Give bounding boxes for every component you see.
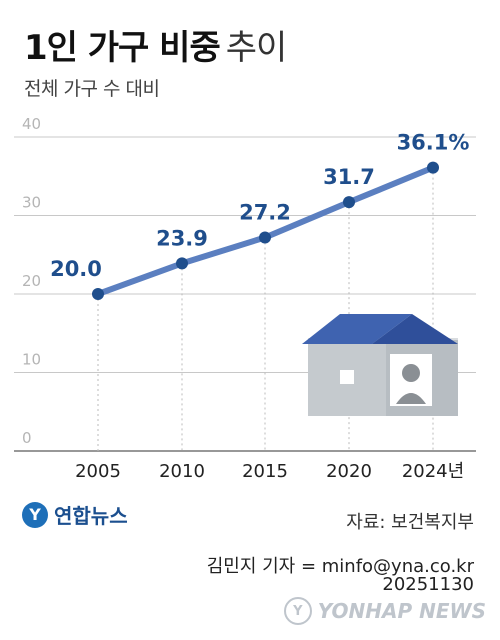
x-tick-label: 2015	[242, 461, 288, 482]
x-tick-label: 2010	[159, 461, 205, 482]
title: 1인 가구 비중 추이	[24, 20, 288, 69]
data-point	[343, 196, 355, 209]
person-head-icon	[402, 364, 420, 382]
logo: Y 연합뉴스	[22, 500, 128, 529]
watermark: Y YONHAP NEWS	[283, 597, 486, 625]
y-tick-label: 30	[22, 194, 41, 212]
title-light: 추이	[225, 28, 288, 68]
house-illustration	[302, 314, 458, 416]
watermark-logo-icon: Y	[283, 597, 312, 625]
data-label: 20.0	[50, 257, 102, 281]
title-bold: 1인 가구 비중	[24, 28, 221, 68]
watermark-text: YONHAP NEWS	[317, 599, 486, 623]
x-tick-label: 2020	[326, 461, 372, 482]
publish-date: 20251130	[382, 574, 474, 595]
source-note: 자료: 보건복지부	[346, 512, 474, 533]
x-tick-label: 2024년	[402, 461, 464, 482]
data-label: 36.1%	[397, 131, 470, 155]
data-point	[259, 231, 271, 244]
series-line	[95, 164, 436, 297]
subtitle: 전체 가구 수 대비	[24, 78, 160, 100]
plot: 20.0 23.9 27.2 31.7 36.1%	[50, 131, 469, 300]
house-roof-left	[302, 314, 412, 344]
data-point	[176, 257, 188, 270]
house-roof-right	[372, 314, 458, 344]
y-tick-label: 40	[22, 115, 41, 133]
yonhap-logo-icon: Y	[22, 501, 48, 528]
x-tick-label: 2005	[75, 461, 121, 482]
y-tick-label: 10	[22, 351, 41, 369]
grid: 0 10 20 30 40 2005 2010 2015 2020 2024년	[14, 115, 476, 482]
person-body-icon	[396, 393, 426, 404]
y-tick-label: 0	[22, 429, 32, 447]
data-label: 23.9	[156, 226, 208, 250]
house-window	[340, 370, 354, 384]
reporter-credit: 김민지 기자 = minfo@yna.co.kr	[206, 556, 474, 577]
data-point	[92, 288, 104, 300]
data-label: 27.2	[239, 200, 291, 224]
data-label: 31.7	[323, 165, 375, 189]
y-tick-label: 20	[22, 272, 41, 290]
data-point	[427, 161, 439, 174]
logo-text: 연합뉴스	[54, 504, 128, 528]
